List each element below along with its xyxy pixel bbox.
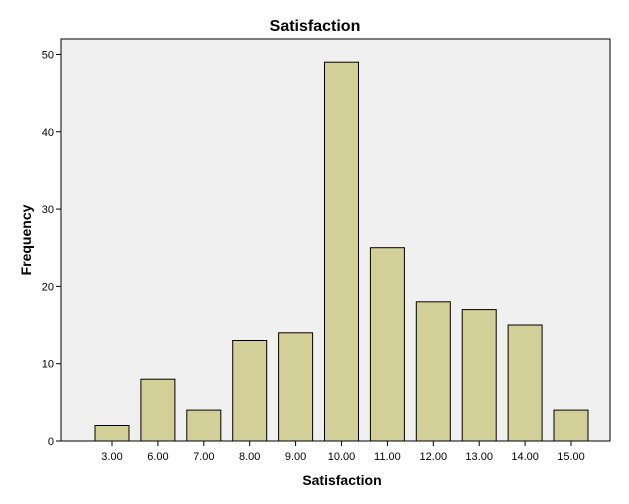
x-tick-label: 6.00	[147, 451, 168, 463]
x-tick-label: 7.00	[193, 451, 214, 463]
y-tick-label: 10	[42, 359, 54, 371]
x-tick-label: 13.00	[465, 451, 493, 463]
bar-6.00	[140, 378, 176, 442]
x-tick-label: 10.00	[328, 451, 356, 463]
x-tick-label: 11.00	[374, 451, 401, 463]
y-axis-title: Frequency	[18, 204, 34, 275]
y-tick-label: 0	[48, 436, 54, 448]
x-tick-label: 9.00	[285, 451, 306, 463]
y-tick-label: 40	[42, 127, 54, 139]
bar-12.00	[415, 301, 451, 442]
chart-title: Satisfaction	[270, 18, 361, 35]
bar-9.00	[278, 332, 314, 442]
bar-14.00	[507, 324, 543, 442]
bar-15.00	[553, 409, 589, 442]
x-tick-label: 12.00	[420, 451, 448, 463]
bar-3.00	[94, 425, 130, 442]
y-tick-label: 20	[42, 281, 54, 293]
bars	[94, 61, 589, 442]
bar-10.00	[324, 61, 359, 442]
y-axis: 0 10 20 30 40 50	[42, 49, 61, 448]
x-tick-label: 8.00	[239, 451, 260, 463]
bar-13.00	[461, 309, 497, 442]
y-tick-label: 50	[42, 49, 54, 61]
bar-7.00	[186, 409, 222, 442]
x-axis-title: Satisfaction	[302, 472, 381, 488]
bar-11.00	[369, 247, 405, 442]
x-axis: 3.00 6.00 7.00 8.00 9.00 10.00 11.00 12.00 13.00…	[101, 441, 585, 463]
y-tick-label: 30	[42, 204, 54, 216]
bar-8.00	[232, 340, 268, 442]
x-tick-label: 3.00	[101, 451, 122, 463]
x-tick-label: 14.00	[511, 451, 539, 463]
x-tick-label: 15.00	[557, 451, 585, 463]
